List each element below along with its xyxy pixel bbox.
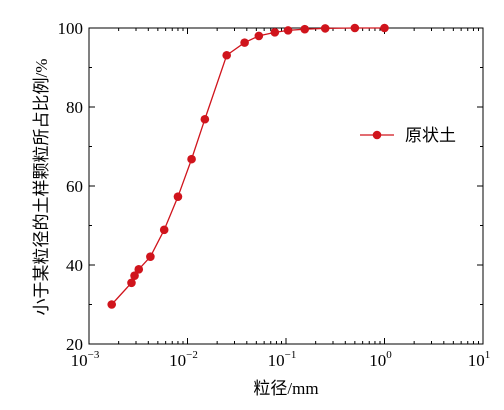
- data-point: [270, 28, 280, 37]
- y-tick-label: 60: [66, 177, 83, 196]
- data-point: [254, 31, 264, 41]
- data-point: [173, 192, 183, 201]
- x-tick-exponent: 1: [485, 349, 491, 361]
- series-line: [111, 27, 385, 305]
- data-point: [222, 50, 231, 60]
- x-tick-base: 10: [468, 351, 485, 370]
- data-point: [134, 265, 144, 274]
- series-layer: [107, 23, 389, 309]
- data-point: [187, 154, 196, 164]
- plot-frame: [88, 27, 484, 345]
- data-point: [159, 225, 169, 235]
- y-axis-label: 小于某粒径的土样颗粒所占比例/%: [32, 59, 51, 316]
- x-tick-exponent: −3: [88, 349, 100, 361]
- y-tick-label: 100: [58, 19, 84, 38]
- x-tick-label: 100: [369, 349, 392, 370]
- x-tick-exponent: −1: [285, 349, 297, 361]
- y-axis: 20 40 60 80 100: [58, 19, 483, 354]
- data-point: [283, 26, 293, 35]
- y-tick-label: 40: [66, 256, 83, 275]
- x-tick-label: 10−1: [268, 349, 297, 370]
- y-tick-label: 20: [66, 335, 83, 354]
- x-tick-base: 10: [268, 351, 285, 370]
- legend-marker: [372, 130, 382, 140]
- data-point: [107, 300, 116, 309]
- x-tick-exponent: 0: [386, 349, 392, 361]
- x-tick-label: 101: [468, 349, 491, 370]
- x-axis: 10−3 10−2 10−1 100 101: [71, 28, 491, 370]
- data-point: [300, 24, 310, 34]
- data-point: [130, 271, 139, 280]
- legend: 原状土: [360, 126, 456, 145]
- x-tick-label: 10−3: [71, 349, 100, 370]
- x-tick-base: 10: [169, 351, 186, 370]
- x-tick-label: 10−2: [169, 349, 198, 370]
- x-tick-exponent: −2: [186, 349, 198, 361]
- legend-label: 原状土: [405, 126, 456, 145]
- data-point: [240, 38, 249, 47]
- plot-area: [88, 27, 484, 345]
- data-point: [380, 23, 389, 33]
- y-tick-label: 80: [66, 98, 83, 117]
- data-point: [200, 114, 210, 124]
- data-point: [320, 24, 330, 33]
- x-axis-label: 粒径/mm: [253, 379, 318, 398]
- x-tick-base: 10: [71, 351, 88, 370]
- data-point: [146, 252, 155, 262]
- data-point: [350, 23, 360, 33]
- x-tick-base: 10: [369, 351, 386, 370]
- data-point: [127, 278, 136, 288]
